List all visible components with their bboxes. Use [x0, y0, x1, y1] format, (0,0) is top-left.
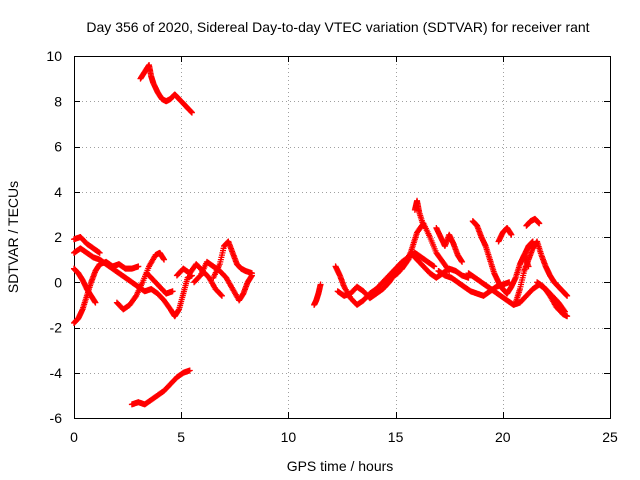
series-arc-k: [332, 249, 438, 308]
y-tick-label: 8: [54, 93, 62, 109]
data-point: [564, 292, 571, 299]
series-arc-d: [71, 234, 103, 256]
series-arc-l: [334, 220, 453, 302]
series-arc-i: [210, 238, 255, 281]
y-axis-label: SDTVAR / TECUs: [5, 181, 21, 293]
data-point: [536, 220, 543, 227]
data-point: [529, 238, 536, 245]
x-tick-label: 5: [177, 429, 185, 445]
data-point: [135, 263, 142, 270]
data-point: [317, 281, 324, 288]
y-tick-label: 6: [54, 139, 62, 155]
series-arc-high: [137, 62, 195, 116]
data-point: [96, 249, 103, 256]
data-point: [186, 367, 193, 374]
series-arc-f: [143, 270, 176, 297]
x-tick-label: 0: [70, 429, 78, 445]
x-tick-label: 25: [602, 429, 618, 445]
data-point: [420, 222, 427, 229]
series-arc-r: [465, 270, 568, 315]
y-tick-label: 2: [54, 229, 62, 245]
y-tick-label: -4: [50, 365, 63, 381]
data-point: [431, 263, 438, 270]
y-tick-label: 10: [46, 48, 62, 64]
data-point: [218, 291, 225, 298]
series-arc-u: [516, 238, 536, 268]
chart-title: Day 356 of 2020, Sidereal Day-to-day VTE…: [86, 19, 589, 35]
data-point: [92, 299, 99, 306]
series-arc-low: [128, 367, 193, 408]
series-arc-t: [523, 215, 543, 229]
x-axis-label: GPS time / hours: [287, 458, 394, 474]
data-point: [506, 279, 513, 286]
y-tick-label: 4: [54, 184, 62, 200]
series-arc-c: [71, 265, 99, 306]
x-tick-label: 10: [281, 429, 297, 445]
series-arc-s: [512, 238, 571, 306]
series-arc-j: [311, 281, 324, 308]
x-tick-label: 15: [388, 429, 404, 445]
marks-layer: [71, 62, 571, 408]
tick-layer: 0 5 10 15 20 25 -6 -4 -2 0 2 4 6 8 10: [46, 48, 618, 445]
data-point: [459, 258, 466, 265]
data-point: [161, 256, 168, 263]
data-point: [169, 288, 176, 295]
data-point: [508, 231, 515, 238]
data-point: [218, 292, 225, 299]
x-tick-label: 20: [495, 429, 511, 445]
series-arc-o: [433, 224, 466, 265]
data-point: [564, 313, 571, 320]
series-arc-v: [495, 224, 515, 245]
series-arc-n: [411, 197, 427, 229]
data-point: [188, 109, 195, 116]
series-arc-a: [71, 258, 142, 326]
series-arc-g: [173, 261, 225, 299]
y-tick-label: -6: [50, 410, 63, 426]
series-arc-w: [534, 279, 571, 320]
series-arc-e: [113, 249, 168, 313]
data-point: [248, 270, 255, 277]
y-tick-label: 0: [54, 274, 62, 290]
grid-layer: [74, 56, 610, 418]
series-arc-q: [435, 267, 513, 299]
y-tick-label: -2: [50, 320, 63, 336]
